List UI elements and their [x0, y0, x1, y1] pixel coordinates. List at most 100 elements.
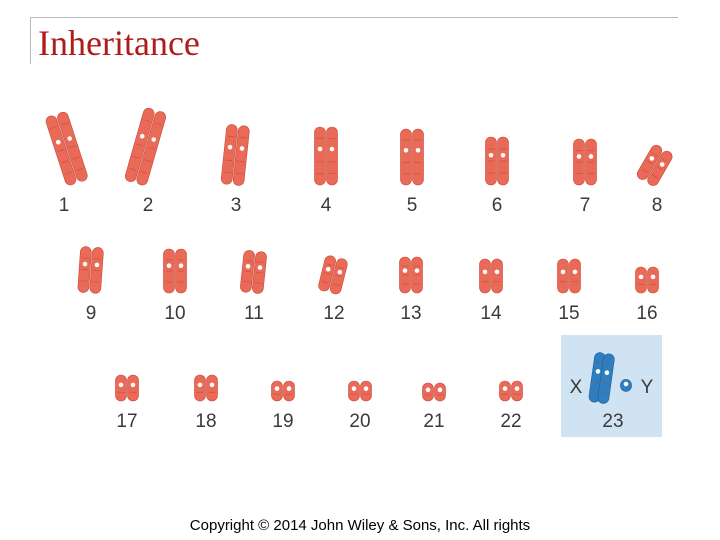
- chromosome: [597, 353, 615, 404]
- slide-title: Inheritance: [38, 23, 200, 63]
- chromosome: [635, 266, 647, 294]
- chromosome-pair-7: [573, 138, 597, 186]
- chromosome: [479, 258, 491, 294]
- chromosome-band: [323, 272, 331, 275]
- chromosome-pair-15: [557, 258, 581, 294]
- centromere-marker: [649, 156, 655, 161]
- centromere-marker: [94, 262, 100, 268]
- chromosome-label-13: 13: [400, 303, 421, 324]
- chromosome-band: [254, 282, 262, 284]
- chromosome-pair-19: [271, 380, 295, 402]
- centromere-marker: [227, 144, 233, 150]
- chromosome: [499, 380, 511, 402]
- chromosome-label-3: 3: [231, 195, 242, 216]
- chromosome-band: [61, 122, 69, 126]
- chromosome-label-22: 22: [500, 411, 521, 432]
- title-frame-left-rule: [30, 17, 31, 64]
- chromosome: [360, 380, 372, 402]
- chromosome-label-2: 2: [143, 195, 154, 216]
- centromere-marker: [415, 147, 421, 153]
- chromosome-band: [646, 160, 653, 165]
- chromosome-band: [64, 171, 72, 175]
- centromere-marker: [482, 269, 488, 275]
- chromosome-band: [242, 281, 250, 283]
- chromosome: [491, 258, 503, 294]
- chromosome-band: [604, 362, 612, 365]
- chromosome: [348, 380, 360, 402]
- chromosome-label-14: 14: [480, 303, 502, 324]
- centromere-marker: [337, 269, 343, 275]
- chromosome-band: [651, 152, 658, 157]
- chromosome-band: [136, 143, 144, 147]
- chromosome: [557, 258, 569, 294]
- chromosome-label-9: 9: [86, 303, 97, 324]
- centromere-marker: [402, 268, 408, 273]
- centromere-marker: [363, 386, 369, 391]
- chromosome: [220, 124, 238, 185]
- y-chromosome-label: Y: [641, 377, 654, 398]
- chromosome-band: [225, 159, 233, 162]
- chromosome-band: [656, 166, 664, 171]
- centromere-marker: [560, 269, 566, 275]
- chromosome-band: [245, 260, 253, 262]
- chromosome-band: [147, 146, 155, 150]
- chromosome-band: [595, 361, 603, 364]
- chromosome-band: [321, 280, 329, 284]
- chromosome-label-10: 10: [164, 303, 185, 324]
- chromosome-pair-20: [348, 380, 372, 402]
- chromosome-band: [257, 261, 265, 263]
- chromosome-band: [600, 392, 608, 395]
- centromere-marker: [425, 387, 431, 393]
- centromere-marker: [130, 382, 136, 388]
- chromosome-label-15: 15: [558, 303, 579, 324]
- chromosome-band: [132, 155, 140, 159]
- centromere-marker: [500, 152, 506, 158]
- chromosome: [412, 128, 424, 186]
- copyright-notice: Copyright © 2014 John Wiley & Sons, Inc.…: [189, 517, 531, 534]
- centromere-marker: [351, 386, 357, 391]
- chromosome: [232, 125, 250, 186]
- chromosome: [194, 374, 206, 402]
- chromosome-band: [144, 159, 152, 162]
- chromosome-band: [61, 160, 69, 164]
- chromosome-band: [76, 168, 84, 172]
- chromosome-band: [140, 171, 148, 175]
- x-chromosome: [588, 352, 615, 404]
- centromere-marker: [494, 269, 500, 275]
- chromosome-pair-10: [163, 248, 187, 294]
- chromosome-pair-13: [399, 256, 423, 294]
- chromosome-band: [50, 126, 57, 130]
- centromere-marker: [325, 266, 331, 272]
- centromere-marker: [659, 162, 665, 167]
- chromosome-label-12: 12: [323, 303, 344, 324]
- chromosome-band: [154, 122, 162, 126]
- centromere-marker: [67, 136, 73, 141]
- centromere-marker: [576, 154, 582, 159]
- centromere-marker: [274, 386, 280, 391]
- chromosome-label-21: 21: [423, 411, 444, 432]
- chromosome-band: [243, 270, 252, 273]
- centromere-marker: [166, 263, 172, 269]
- chromosome-band: [255, 271, 263, 274]
- centromere-marker: [650, 274, 656, 280]
- chromosome-pair-4: [314, 126, 338, 186]
- chromosome: [569, 258, 581, 294]
- chromosome-pair-18: [194, 374, 218, 402]
- chromosome-pair-12: [318, 255, 348, 295]
- centromere-marker: [437, 387, 443, 393]
- centromere-marker: [178, 263, 184, 269]
- centromere-marker: [257, 265, 263, 270]
- chromosome-label-23: 23: [602, 411, 623, 432]
- chromosome: [283, 380, 295, 402]
- chromosome-band: [223, 171, 231, 173]
- centromere-marker: [209, 382, 215, 388]
- chromosome-band: [591, 391, 599, 394]
- chromosome-pair-22: [499, 380, 523, 402]
- chromosome-band: [237, 160, 245, 163]
- chromosome-band: [72, 156, 80, 160]
- centromere-marker: [197, 382, 203, 388]
- centromere-marker: [82, 261, 88, 267]
- chromosome-band: [239, 136, 247, 139]
- chromosome-pair-1: [45, 111, 88, 186]
